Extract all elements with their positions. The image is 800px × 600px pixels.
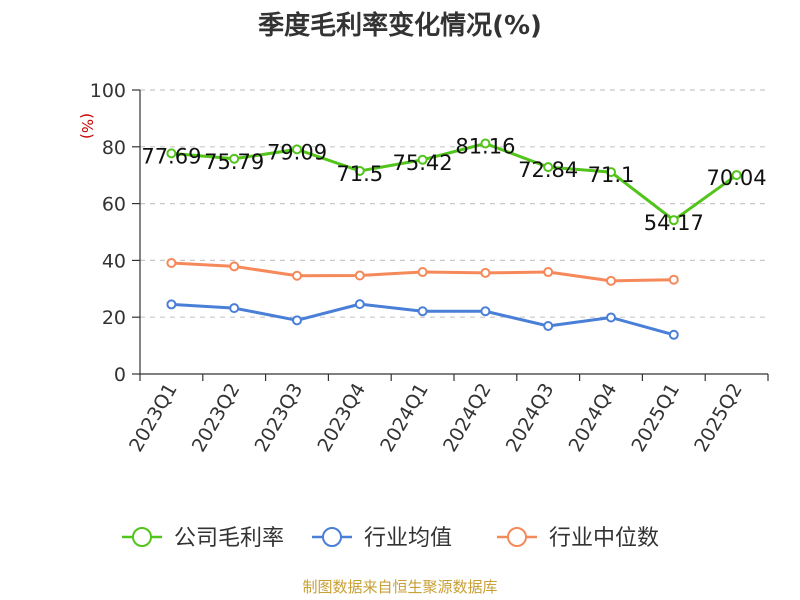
data-label: 71.1	[588, 163, 635, 187]
grid-lines	[140, 89, 768, 318]
data-point	[229, 261, 240, 272]
legend-swatch-marker	[507, 527, 527, 547]
series-line-0	[171, 142, 738, 222]
source-note: 制图数据来自恒生聚源数据库	[302, 578, 497, 596]
data-point	[606, 312, 616, 323]
data-point	[292, 270, 302, 281]
legend: 公司毛利率 行业均值 行业中位数	[122, 526, 659, 551]
chart-title: 季度毛利率变化情况(%)	[258, 10, 542, 41]
data-point	[668, 274, 679, 285]
y-tick-label: 80	[102, 137, 126, 159]
x-tick-label: 2024Q3	[502, 380, 559, 456]
y-tick-label: 20	[102, 307, 126, 329]
data-point	[480, 138, 491, 149]
data-point	[292, 315, 302, 326]
x-tick-label: 2025Q2	[690, 380, 747, 456]
data-label: 81.16	[455, 135, 515, 159]
data-point	[543, 162, 554, 173]
data-label: 75.42	[393, 151, 453, 175]
y-tick-label: 0	[114, 364, 126, 386]
legend-label: 公司毛利率	[174, 526, 284, 551]
data-point	[480, 267, 491, 278]
data-point	[417, 267, 428, 278]
data-label: 71.5	[336, 162, 383, 186]
data-point	[354, 270, 365, 281]
data-point	[480, 306, 491, 317]
x-tick-label: 2023Q4	[313, 380, 370, 456]
data-label: 70.04	[707, 166, 767, 190]
data-point	[543, 267, 554, 278]
x-tick-label: 2023Q1	[125, 380, 182, 456]
series-group	[166, 138, 742, 340]
data-point	[668, 329, 679, 340]
data-label: 77.69	[141, 144, 201, 168]
data-point	[606, 275, 616, 286]
x-tick-label: 2023Q3	[251, 380, 308, 456]
data-point	[731, 170, 742, 181]
data-point	[292, 144, 302, 155]
data-point	[417, 154, 428, 165]
x-tick-label: 2023Q2	[188, 380, 245, 456]
data-point	[354, 299, 365, 310]
x-tick-label: 2024Q2	[439, 380, 496, 456]
legend-label: 行业均值	[364, 526, 452, 551]
legend-swatch-marker	[132, 527, 152, 547]
x-tick-label: 2024Q4	[565, 380, 622, 456]
data-point	[166, 148, 177, 159]
data-point	[166, 257, 177, 268]
data-point	[417, 306, 428, 317]
data-point	[229, 303, 240, 314]
y-tick-label: 40	[102, 250, 126, 272]
x-tick-label: 2025Q1	[627, 380, 684, 456]
data-point	[543, 321, 554, 332]
data-point	[668, 215, 679, 226]
y-axis-unit: (%)	[78, 113, 96, 139]
data-point	[354, 165, 365, 176]
data-point	[166, 299, 177, 310]
data-label: 79.09	[267, 140, 327, 164]
y-tick-label: 60	[102, 194, 126, 216]
data-label: 72.84	[518, 158, 578, 182]
y-tick-label: 100	[90, 80, 126, 102]
data-label: 54.17	[644, 211, 704, 235]
legend-label: 行业中位数	[549, 526, 659, 551]
data-point	[229, 153, 240, 164]
legend-swatch-marker	[322, 527, 342, 547]
data-label: 75.79	[204, 150, 264, 174]
x-tick-label: 2024Q1	[376, 380, 433, 456]
data-point	[606, 167, 616, 178]
